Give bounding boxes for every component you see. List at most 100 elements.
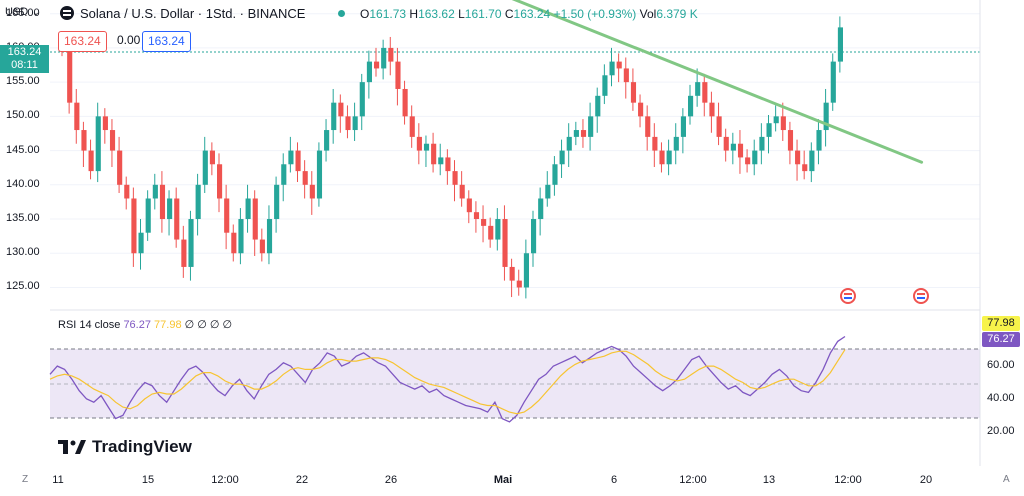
bar-countdown: 08:11	[11, 59, 38, 71]
candle-body	[95, 116, 101, 172]
price-chart[interactable]	[0, 0, 1024, 466]
candle-body	[566, 136, 572, 151]
candle-body	[88, 150, 94, 172]
rsi-tick-label: 40.00	[987, 391, 1015, 404]
candle-body	[445, 157, 451, 172]
sell-price-button[interactable]: 163.24	[58, 31, 107, 52]
candle-body	[638, 102, 644, 117]
candle-body	[74, 102, 80, 131]
symbol-title[interactable]: Solana / U.S. Dollar · 1Std. · BINANCE	[80, 6, 306, 21]
market-status-dot-icon[interactable]	[338, 10, 345, 17]
rsi-ma-badge: 77.98	[982, 316, 1020, 331]
close-value: 163.24	[513, 7, 551, 21]
auto-scale-button[interactable]: A	[1003, 474, 1010, 485]
volume-value: 6.379 K	[656, 7, 698, 21]
candle-body	[495, 219, 501, 240]
candle-body	[659, 150, 665, 165]
zoom-button[interactable]: Z	[22, 474, 29, 485]
candle-body	[324, 130, 330, 151]
candle-body	[316, 150, 323, 199]
change-value: +1.50 (+0.93%)	[553, 7, 637, 21]
candle-body	[259, 239, 265, 254]
candle-body	[716, 116, 722, 137]
ohlc-values: O161.73 H163.62 L161.70 C163.24 +1.50 (+…	[360, 7, 698, 21]
candle-body	[202, 150, 208, 185]
candle-body	[609, 61, 615, 76]
price-tick-label: 145.00	[6, 143, 40, 156]
price-tick-label: 135.00	[6, 212, 40, 225]
price-tick-label: 125.00	[6, 280, 40, 293]
buy-price-button[interactable]: 163.24	[142, 31, 191, 52]
time-axis[interactable]: Z 11 15 12:00 22 26 Mai 6 12:00 13 12:00 20 A	[0, 466, 1024, 496]
currency-selector[interactable]: USD ⌄	[5, 6, 40, 18]
low-value: 161.70	[464, 7, 502, 21]
candle-body	[481, 219, 487, 226]
time-tick-label: 12:00	[834, 474, 862, 486]
candle-body	[309, 184, 315, 199]
candle-body	[209, 150, 215, 165]
tradingview-logo-icon	[58, 440, 86, 454]
candle-body	[409, 116, 415, 137]
rsi-legend[interactable]: RSI 14 close 76.27 77.98 ∅ ∅ ∅ ∅	[58, 318, 232, 331]
candle-body	[502, 219, 508, 267]
time-tick-label: 11	[52, 474, 64, 486]
candle-body	[217, 164, 223, 199]
candle-body	[652, 136, 658, 151]
current-price-label: 163.24 08:11	[0, 45, 49, 73]
candle-body	[252, 198, 258, 240]
candle-body	[602, 75, 608, 96]
candle-body	[695, 82, 701, 96]
time-tick-label: 6	[610, 474, 618, 486]
price-tick-label: 130.00	[6, 246, 40, 259]
open-value: 161.73	[369, 7, 407, 21]
candle-body	[359, 82, 365, 117]
candle-body	[552, 164, 558, 185]
candle-body	[538, 198, 544, 220]
candle-body	[366, 61, 372, 83]
candles	[60, 16, 843, 299]
tradingview-logo[interactable]: TradingView	[58, 437, 192, 457]
candle-body	[188, 219, 194, 267]
time-tick-label: 15	[141, 474, 155, 486]
candle-body	[159, 184, 166, 220]
rsi-ma-value: 77.98	[154, 319, 182, 331]
rsi-value: 76.27	[123, 319, 151, 331]
candle-body	[516, 280, 522, 288]
candle-body	[281, 164, 287, 185]
candle-body	[680, 116, 686, 137]
time-tick-label: 22	[295, 474, 309, 486]
candle-body	[459, 184, 465, 199]
chevron-down-icon: ⌄	[32, 6, 40, 17]
candle-body	[402, 88, 408, 117]
candle-body	[109, 130, 116, 151]
candle-body	[595, 95, 601, 117]
candle-body	[673, 136, 679, 151]
time-tick-label: 13	[762, 474, 776, 486]
candle-body	[138, 232, 144, 254]
candle-body	[766, 123, 772, 137]
us-flag-event-icon[interactable]	[840, 288, 856, 304]
candle-body	[295, 150, 301, 172]
rsi-extra: ∅ ∅ ∅ ∅	[184, 319, 233, 331]
candle-body	[509, 266, 515, 281]
chart-header: USD ⌄ Solana / U.S. Dollar · 1Std. · BIN…	[0, 0, 1024, 30]
time-tick-label: 26	[384, 474, 398, 486]
candle-body	[545, 184, 551, 199]
candle-body	[523, 253, 529, 288]
price-tick-label: 165.00	[6, 6, 40, 19]
rsi-tick-label: 60.00	[987, 359, 1015, 372]
candle-body	[780, 116, 786, 131]
candle-body	[759, 136, 765, 151]
candle-body	[630, 82, 637, 103]
rsi-name: RSI 14 close	[58, 319, 121, 331]
candle-body	[195, 184, 201, 220]
candle-body	[438, 157, 444, 165]
candle-body	[167, 198, 173, 220]
rsi-line	[49, 335, 846, 423]
candle-body	[837, 27, 843, 62]
candle-body	[816, 130, 822, 151]
candle-body	[124, 184, 130, 199]
candle-body	[245, 198, 251, 220]
us-flag-event-icon[interactable]	[913, 288, 929, 304]
